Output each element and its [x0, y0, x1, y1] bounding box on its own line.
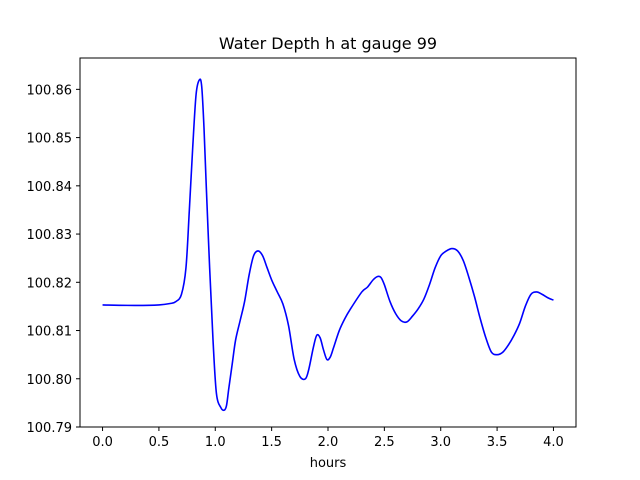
y-axis: 100.79 100.80 100.81 100.82 100.83 100.84 100.… — [27, 83, 80, 436]
plot-frame — [79, 57, 577, 428]
x-tick-label: 2.5 — [374, 435, 395, 450]
x-tick-label: 0.5 — [149, 435, 170, 450]
y-tick-label: 100.80 — [27, 373, 73, 388]
plot-area — [79, 57, 577, 428]
chart-title: Water Depth h at gauge 99 — [219, 34, 437, 53]
y-tick-label: 100.79 — [27, 421, 73, 436]
y-tick-label: 100.83 — [27, 228, 73, 243]
x-tick-label: 3.0 — [430, 435, 451, 450]
y-tick-label: 100.81 — [27, 325, 73, 340]
x-tick-label: 3.5 — [487, 435, 508, 450]
series-line — [102, 78, 554, 412]
x-tick-label: 4.0 — [543, 435, 564, 450]
y-tick-label: 100.82 — [27, 276, 73, 291]
x-tick-label: 1.0 — [205, 435, 226, 450]
x-axis: 0.0 0.5 1.0 1.5 2.0 2.5 3.0 3.5 4.0 — [92, 427, 564, 450]
series-layer — [102, 78, 554, 412]
x-tick-label: 0.0 — [92, 435, 113, 450]
y-tick-label: 100.86 — [27, 83, 73, 98]
x-tick-label: 1.5 — [261, 435, 282, 450]
y-tick-label: 100.85 — [27, 132, 73, 147]
x-tick-label: 2.0 — [318, 435, 339, 450]
y-tick-label: 100.84 — [27, 180, 73, 195]
x-axis-label: hours — [310, 456, 347, 471]
